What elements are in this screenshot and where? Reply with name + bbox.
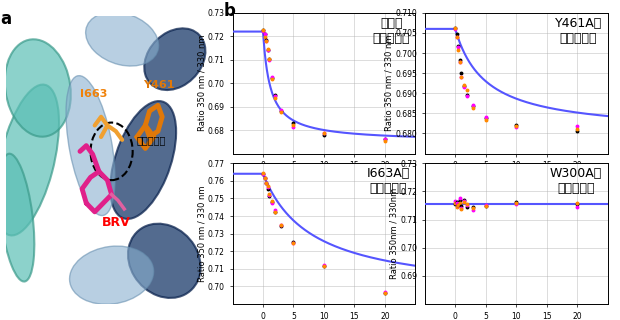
Ellipse shape <box>5 39 71 137</box>
Y-axis label: Ratio 350 nm / 330 nm: Ratio 350 nm / 330 nm <box>198 185 206 282</box>
Ellipse shape <box>144 28 205 90</box>
Y-axis label: Ratio 350 nm / 330 nm: Ratio 350 nm / 330 nm <box>198 35 206 132</box>
X-axis label: [BRV] (μM): [BRV] (μM) <box>494 176 539 185</box>
Ellipse shape <box>110 101 176 219</box>
Text: I663A型
結合が弱い: I663A型 結合が弱い <box>366 167 410 196</box>
Text: W300A型
結合しない: W300A型 結合しない <box>550 167 602 196</box>
X-axis label: [BRV] (μM): [BRV] (μM) <box>301 176 347 185</box>
Text: 野生型
結合が強い: 野生型 結合が強い <box>373 17 410 45</box>
Ellipse shape <box>86 12 159 66</box>
Ellipse shape <box>66 76 115 216</box>
Ellipse shape <box>0 84 59 236</box>
Text: Y461A型
結合が弱い: Y461A型 結合が弱い <box>555 17 602 45</box>
Y-axis label: Ratio 350 nm / 330 nm: Ratio 350 nm / 330 nm <box>385 35 394 132</box>
Y-axis label: Ratio 350nm / 330nm: Ratio 350nm / 330nm <box>390 188 399 279</box>
Text: I663: I663 <box>80 89 107 99</box>
Text: Y461: Y461 <box>143 80 175 90</box>
Ellipse shape <box>69 246 154 304</box>
Ellipse shape <box>128 224 201 298</box>
Text: a: a <box>0 10 11 28</box>
Text: プロピル基: プロピル基 <box>137 135 166 145</box>
Text: BRV: BRV <box>102 216 130 229</box>
Text: b: b <box>223 2 235 20</box>
Ellipse shape <box>0 154 34 282</box>
